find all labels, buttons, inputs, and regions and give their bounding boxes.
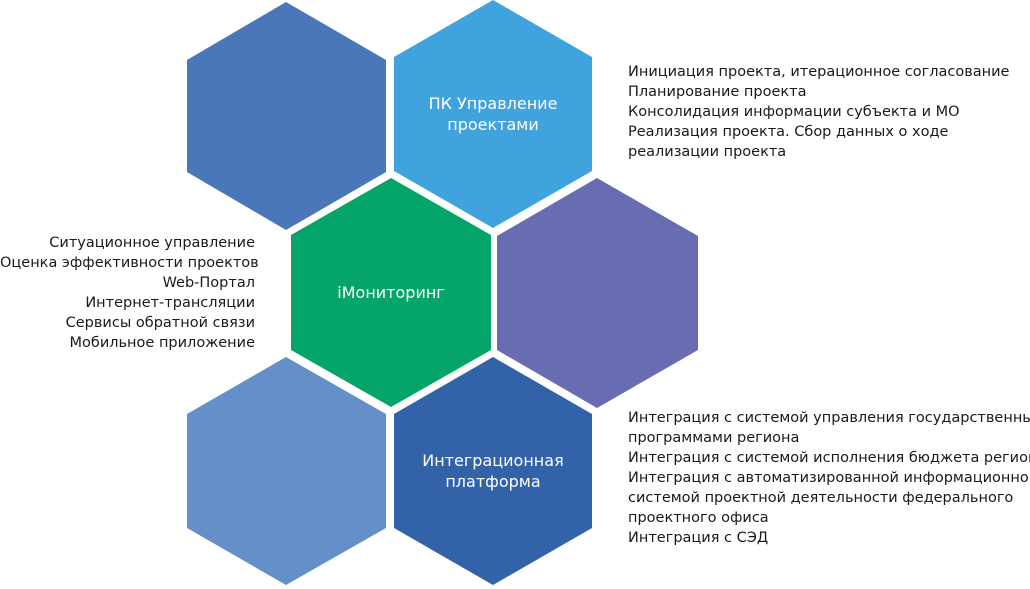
feature-line: Web-Портал — [162, 275, 255, 291]
hex-label-integration-platform: Интеграционная платформа — [404, 441, 582, 501]
feature-line: Интеграция с СЭД — [628, 530, 769, 546]
hex-label-line: ПК Управление — [428, 94, 558, 113]
feature-line: Интернет-трансляции — [85, 295, 255, 311]
feature-line: Интеграция с системой управления государ… — [628, 410, 1030, 426]
feature-line: Сервисы обратной связи — [65, 315, 255, 331]
feature-line: Консолидация информации субъекта и МО — [628, 104, 960, 120]
hex-top-left — [187, 2, 386, 230]
integration-platform-features: Интеграция с системой управления государ… — [628, 408, 1030, 548]
feature-line: Интеграция с автоматизированной информац… — [628, 470, 1030, 486]
hex-bottom-right — [394, 357, 592, 585]
feature-line: Реализация проекта. Сбор данных о ходе — [628, 124, 949, 140]
hex-label-line: Интеграционная — [422, 451, 564, 470]
feature-line: системой проектной деятельности федераль… — [628, 490, 1014, 506]
hex-bottom-left — [187, 357, 386, 585]
feature-line: Оценка эффективности проектов — [0, 255, 259, 271]
feature-line: реализации проекта — [628, 144, 787, 160]
feature-line: Мобильное приложение — [69, 335, 256, 351]
feature-line: проектного офиса — [628, 510, 769, 526]
hex-top-right — [394, 0, 592, 228]
hex-label-line: iМониторинг — [337, 282, 445, 302]
hex-label-line: проектами — [447, 115, 539, 134]
feature-line: Инициация проекта, итерационное согласов… — [628, 64, 1010, 80]
hex-label-imonitoring: iМониторинг — [301, 272, 481, 312]
imonitoring-features: Ситуационное управление Оценка эффективн… — [0, 233, 259, 353]
feature-line: Планирование проекта — [628, 84, 807, 100]
feature-line: Ситуационное управление — [49, 235, 255, 251]
feature-line: Интеграция с системой исполнения бюджета… — [628, 450, 1030, 466]
hex-label-pk-management: ПК Управление проектами — [404, 84, 582, 144]
hex-label-line: платформа — [445, 472, 541, 491]
project-management-features: Инициация проекта, итерационное согласов… — [628, 62, 1009, 162]
hex-center — [291, 178, 491, 407]
feature-line: программами региона — [628, 430, 800, 446]
hex-right — [497, 178, 698, 408]
